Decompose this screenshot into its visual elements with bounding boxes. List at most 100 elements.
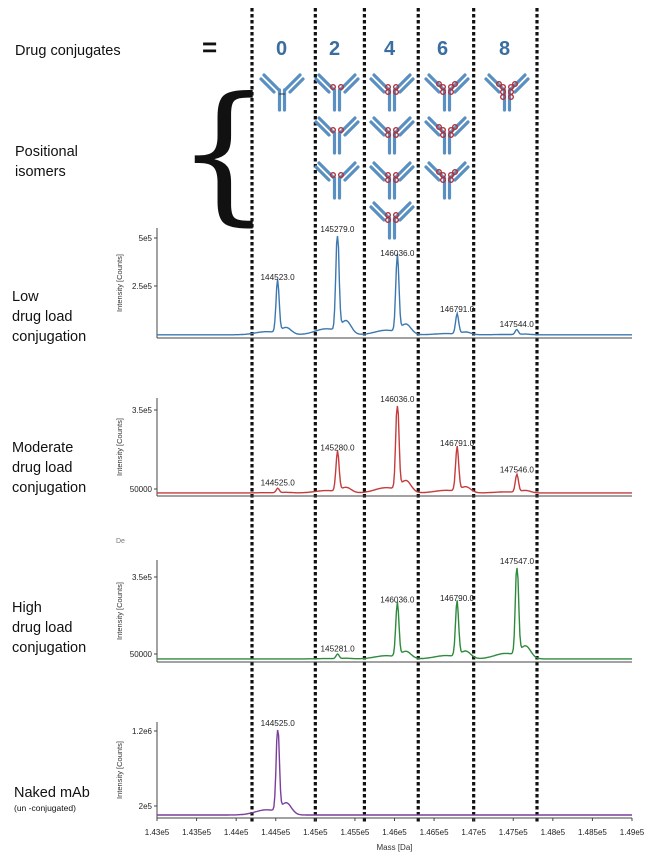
x-tick-label-5: 1.455e5 [340, 828, 369, 837]
x-tick-label-0: 1.43e5 [145, 828, 170, 837]
peak-label-4: 147546.0 [500, 465, 535, 474]
drug-mark [393, 177, 399, 183]
y-axis-label: Intensity [Counts] [115, 741, 124, 799]
y-tick-label: 50000 [130, 485, 153, 494]
antibody-arm [369, 77, 386, 94]
x-tick-label-11: 1.485e5 [578, 828, 607, 837]
antibody-r0-c3 [424, 73, 470, 112]
row-label-naked: Naked mAb (un -conjugated) [14, 783, 90, 813]
drug-mark [329, 126, 336, 133]
antibody-arm [453, 120, 470, 137]
y-axis-label: Intensity [Counts] [115, 254, 124, 312]
x-tick-label-3: 1.445e5 [261, 828, 290, 837]
positional-isomers-label: Positional isomers [15, 142, 78, 182]
drug-mark [451, 123, 458, 130]
x-tick-label-9: 1.475e5 [499, 828, 528, 837]
antibody-arm [393, 73, 412, 92]
drug-mark [448, 132, 454, 138]
equals-sign: = [202, 32, 218, 62]
antibody-arm [369, 165, 386, 182]
antibody-arm [372, 201, 391, 220]
drug-mark [393, 217, 399, 223]
antibody-arm [424, 120, 441, 137]
antibody-arm [317, 161, 336, 180]
drug-mark [448, 177, 454, 183]
peak-label-3: 147547.0 [500, 557, 535, 566]
row-label-moderate-1: Moderate [12, 440, 74, 456]
row-label-low-2: drug load [12, 309, 73, 325]
peak-label-4: 147544.0 [500, 320, 535, 329]
drug-mark [435, 168, 442, 175]
row-label-naked-sub: (un -conjugated) [14, 803, 76, 813]
peak-label-0: 144525.0 [261, 719, 296, 728]
x-tick-label-8: 1.47e5 [461, 828, 486, 837]
drug-mark [435, 80, 442, 87]
drug-mark [448, 89, 454, 95]
x-tick-label-6: 1.46e5 [382, 828, 407, 837]
drug-mark [384, 132, 391, 138]
antibody-r0-c4 [484, 73, 530, 112]
y-tick-label: 3.5e5 [132, 406, 153, 415]
y-tick-label: 50000 [130, 650, 153, 659]
peak-label-2: 146036.0 [380, 249, 415, 258]
antibody-r3-c2 [369, 201, 415, 240]
drug-mark [384, 177, 391, 183]
row-label-high-2: drug load [12, 620, 73, 636]
y-axis-label: Intensity [Counts] [115, 418, 124, 476]
y-tick-label: 5e5 [139, 234, 153, 243]
antibody-arm [398, 165, 415, 182]
antibody-arm [314, 120, 331, 137]
antibody-r2-c2 [369, 161, 415, 200]
peak-label-3: 146791.0 [440, 305, 475, 314]
drug-mark [511, 80, 518, 87]
antibody-arm [314, 165, 331, 182]
drug-mark [329, 83, 336, 90]
antibody-arm [398, 120, 415, 137]
antibody-arm [338, 73, 357, 92]
spectrum-line [157, 235, 632, 336]
x-tick-label-1: 1.435e5 [182, 828, 211, 837]
antibody-icons [259, 73, 530, 240]
curly-brace: { [176, 66, 272, 240]
drug-mark [338, 83, 344, 90]
antibody-arm [283, 73, 302, 92]
drug-mark [439, 89, 446, 95]
antibody-r1-c2 [369, 116, 415, 155]
dar-label-0: 0 [276, 38, 288, 60]
y-tick-label: 2.5e5 [132, 282, 153, 291]
peak-label-1: 145279.0 [320, 225, 355, 234]
positional-isomers-line-2: isomers [15, 164, 66, 180]
antibody-arm [398, 77, 415, 94]
drug-mark [499, 93, 506, 100]
peak-label-0: 145281.0 [321, 644, 356, 653]
spectrum-panel-low: 5e5 2.5e5 Intensity [Counts] 144523.0 145279… [115, 225, 632, 339]
antibody-arm [513, 77, 530, 94]
drug-mark [338, 171, 344, 178]
stray-text: De [116, 538, 125, 545]
antibody-arm [343, 77, 360, 94]
row-label-low: Low drug load conjugation [12, 287, 86, 347]
peak-label-0: 144523.0 [260, 273, 295, 282]
antibody-r1-c3 [424, 116, 470, 155]
row-label-moderate-2: drug load [12, 460, 73, 476]
antibody-arm [372, 161, 391, 180]
antibody-r2-c1 [314, 161, 360, 200]
dar-label-6: 6 [437, 38, 449, 60]
antibody-r1-c1 [314, 116, 360, 155]
y-tick-label: 1.2e6 [132, 727, 153, 736]
drug-mark [329, 171, 336, 178]
y-tick-label: 3.5e5 [132, 573, 153, 582]
spectra-panels: 5e5 2.5e5 Intensity [Counts] 144523.0 145279… [115, 225, 632, 819]
x-tick-label-4: 1.45e5 [303, 828, 328, 837]
antibody-arm [453, 165, 470, 182]
antibody-r0-c0 [259, 73, 305, 112]
peak-label-0: 144525.0 [261, 479, 296, 488]
antibody-arm [262, 73, 281, 92]
antibody-r2-c3 [424, 161, 470, 200]
antibody-arm [372, 116, 391, 135]
row-label-low-3: conjugation [12, 329, 87, 345]
drug-mark [393, 89, 399, 95]
positional-isomers-line-1: Positional [15, 144, 78, 160]
spectrum-panel-high: 3.5e5 50000 Intensity [Counts] 145281.0 1460… [115, 557, 632, 663]
